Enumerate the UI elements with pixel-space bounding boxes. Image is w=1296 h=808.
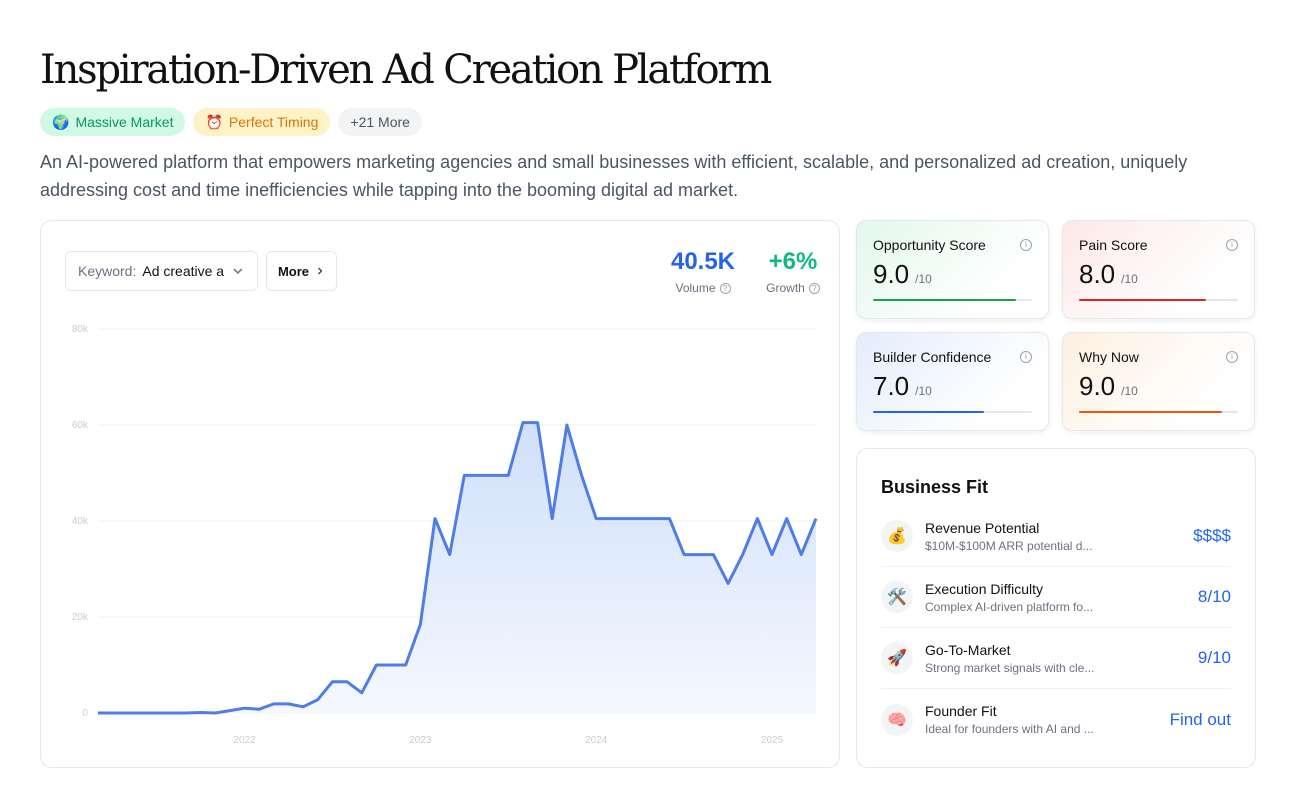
x-tick-label: 2024 <box>585 735 608 746</box>
tag-massive-market: 🌍 Massive Market <box>40 108 186 136</box>
volume-label: Volume <box>675 281 716 295</box>
score-bar <box>873 299 1032 301</box>
score-bar-fill <box>873 299 1017 301</box>
why-now-card[interactable]: Why Now i 9.0/10 <box>1062 332 1255 431</box>
info-icon[interactable]: i <box>1020 351 1032 363</box>
score-value: 9.0 <box>873 259 910 289</box>
score-title: Pain Score <box>1079 237 1148 253</box>
score-bar-fill <box>873 411 985 413</box>
score-bar-fill <box>1079 299 1207 301</box>
biz-value: 8/10 <box>1197 587 1231 606</box>
y-tick-label: 40k <box>72 516 89 527</box>
score-value: 9.0 <box>1079 371 1116 401</box>
y-tick-label: 80k <box>72 324 89 335</box>
biz-name: Execution Difficulty <box>925 580 1044 597</box>
biz-sub: Strong market signals with cle... <box>925 660 1095 675</box>
info-icon[interactable]: i <box>1226 239 1238 251</box>
brain-icon: 🧠 <box>881 703 913 736</box>
description: An AI-powered platform that empowers mar… <box>40 152 1188 200</box>
score-bar <box>873 411 1032 413</box>
x-tick-label: 2022 <box>233 735 256 746</box>
biz-name: Founder Fit <box>925 703 997 719</box>
biz-name: Revenue Potential <box>925 519 1040 536</box>
business-fit-title: Business Fit <box>881 477 989 497</box>
score-bar <box>1079 411 1238 413</box>
biz-sub: Complex AI-driven platform fo... <box>925 599 1094 614</box>
score-bar <box>1079 299 1238 301</box>
score-title: Why Now <box>1079 349 1139 365</box>
more-button-label: More <box>277 263 310 279</box>
tag-perfect-timing: ⏰ Perfect Timing <box>193 108 331 136</box>
globe-icon: 🌍 <box>52 113 70 130</box>
y-tick-label: 20k <box>72 612 89 623</box>
trend-chart: 0 20k 40k 60k 80k 2022 2023 2024 2025 <box>72 324 818 746</box>
tag-label: Massive Market <box>75 114 174 130</box>
keyword-value: Ad creative ai <box>142 263 226 279</box>
business-fit-card: Business Fit 💰 Revenue Potential $10M-$10… <box>856 448 1256 768</box>
x-tick-label: 2023 <box>409 735 432 746</box>
keyword-label: Keyword: <box>78 263 137 279</box>
score-value: 7.0 <box>873 371 910 401</box>
alarm-clock-icon: ⏰ <box>205 113 223 130</box>
biz-value: $$$$ <box>1193 526 1231 545</box>
score-max: /10 <box>915 272 932 286</box>
keyword-select[interactable]: Keyword: Ad creative ai <box>65 251 258 291</box>
tools-icon: 🛠️ <box>881 581 913 613</box>
score-max: /10 <box>1121 384 1138 398</box>
y-tick-label: 60k <box>72 420 89 431</box>
help-icon[interactable]: ? <box>719 282 731 294</box>
volume-stat: 40.5K Volume ? <box>661 247 745 295</box>
growth-value: +6% <box>768 248 818 275</box>
info-icon[interactable]: i <box>1020 239 1032 251</box>
biz-name: Go-To-Market <box>925 641 1011 658</box>
trend-line <box>98 421 818 715</box>
biz-row-gtm[interactable]: 🚀 Go-To-Market Strong market signals with… <box>881 628 1231 689</box>
volume-label-row: Volume ? <box>661 281 745 295</box>
info-icon[interactable]: i <box>1226 351 1238 363</box>
growth-label-row: Growth ? <box>753 281 833 295</box>
trend-area <box>98 422 816 713</box>
score-max: /10 <box>915 384 932 398</box>
rocket-icon: 🚀 <box>881 642 913 674</box>
score-title: Builder Confidence <box>873 349 992 365</box>
score-value: 8.0 <box>1079 259 1116 289</box>
builder-confidence-card[interactable]: Builder Confidence i 7.0/10 <box>856 332 1049 431</box>
growth-stat: +6% Growth ? <box>753 247 833 295</box>
score-max: /10 <box>1121 272 1138 286</box>
chevron-down-icon <box>233 268 243 274</box>
biz-row-execution[interactable]: 🛠️ Execution Difficulty Complex AI-driven… <box>881 567 1231 628</box>
money-bag-icon: 💰 <box>881 520 913 552</box>
biz-sub: Ideal for founders with AI and ... <box>925 722 1094 736</box>
biz-row-founder[interactable]: 🧠 Founder Fit Ideal for founders with AI … <box>881 689 1231 750</box>
biz-sub: $10M-$100M ARR potential d... <box>925 538 1093 553</box>
biz-value: 9/10 <box>1197 648 1231 667</box>
pain-score-card[interactable]: Pain Score i 8.0/10 <box>1062 220 1255 319</box>
help-icon[interactable]: ? <box>808 282 820 294</box>
tag-label: Perfect Timing <box>228 114 319 130</box>
more-button[interactable]: More <box>266 251 337 291</box>
score-title: Opportunity Score <box>873 237 986 253</box>
more-tags-button[interactable]: +21 More <box>338 108 422 136</box>
growth-label: Growth <box>766 281 805 295</box>
x-tick-label: 2025 <box>761 735 784 746</box>
chevron-right-icon <box>318 267 323 275</box>
volume-value: 40.5K <box>670 248 736 275</box>
tag-list: 🌍 Massive Market ⏰ Perfect Timing +21 Mo… <box>40 108 422 136</box>
y-tick-label: 0 <box>82 708 88 719</box>
page-title: Inspiration-Driven Ad Creation Platform <box>40 47 772 93</box>
opportunity-score-card[interactable]: Opportunity Score i 9.0/10 <box>856 220 1049 319</box>
score-bar-fill <box>1079 411 1223 413</box>
find-out-link[interactable]: Find out <box>1169 709 1231 729</box>
biz-row-revenue[interactable]: 💰 Revenue Potential $10M-$100M ARR potent… <box>881 506 1231 567</box>
trend-card: Keyword: Ad creative ai More 40.5K Volum… <box>40 220 840 768</box>
